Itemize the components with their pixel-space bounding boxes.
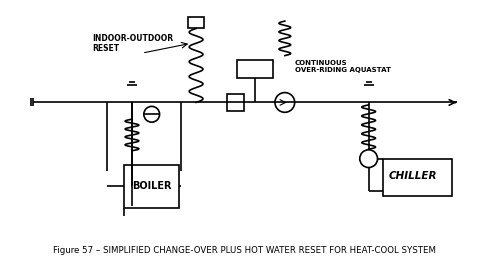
- Bar: [383, 159, 451, 196]
- Bar: [226, 93, 244, 111]
- Bar: [124, 164, 179, 208]
- Text: CONTINUOUS
OVER-RIDING AQUASTAT: CONTINUOUS OVER-RIDING AQUASTAT: [294, 60, 390, 73]
- Bar: [188, 17, 203, 29]
- Text: INDOOR-OUTDOOR
RESET: INDOOR-OUTDOOR RESET: [92, 34, 173, 53]
- Bar: [237, 60, 272, 78]
- Text: BOILER: BOILER: [132, 181, 171, 191]
- Text: CHILLER: CHILLER: [388, 171, 436, 181]
- Text: Figure 57 – SIMPLIFIED CHANGE-OVER PLUS HOT WATER RESET FOR HEAT-COOL SYSTEM: Figure 57 – SIMPLIFIED CHANGE-OVER PLUS …: [53, 246, 435, 255]
- Circle shape: [143, 106, 159, 122]
- Circle shape: [274, 93, 294, 112]
- Circle shape: [359, 150, 377, 167]
